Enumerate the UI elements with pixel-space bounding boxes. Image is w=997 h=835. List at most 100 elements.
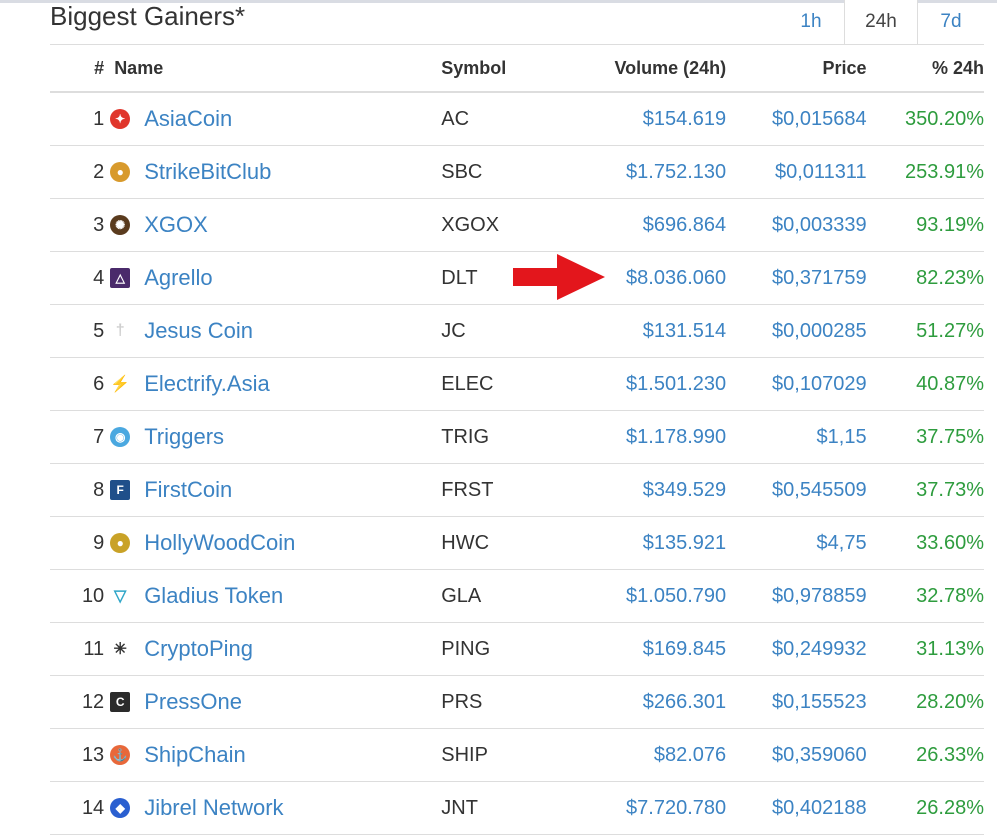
coin-name-link[interactable]: PressOne bbox=[144, 689, 243, 714]
price-cell[interactable]: $0,249932 bbox=[726, 622, 867, 676]
rank-cell: 4 bbox=[50, 251, 111, 305]
electrify-logo-icon: ⚡ bbox=[110, 376, 131, 393]
table-row[interactable]: 11 ✳ CryptoPing PING $169.845 $0,249932 31.13% bbox=[50, 622, 984, 676]
table-row[interactable]: 4 △ Agrello DLT $8.036.060 $0,371759 82.23% bbox=[50, 251, 984, 305]
volume-cell[interactable]: $1.752.130 bbox=[561, 145, 727, 199]
coin-name-link[interactable]: FirstCoin bbox=[144, 477, 233, 502]
price-cell[interactable]: $0,000285 bbox=[726, 304, 867, 358]
price-cell[interactable]: $0,015684 bbox=[726, 92, 867, 146]
symbol-cell: PRS bbox=[441, 675, 562, 729]
price-cell[interactable]: $0,545509 bbox=[726, 463, 867, 517]
rank-cell: 10 bbox=[50, 569, 111, 623]
table-row[interactable]: 8 F FirstCoin FRST $349.529 $0,545509 37.73% bbox=[50, 463, 984, 517]
coin-name-link[interactable]: Electrify.Asia bbox=[144, 371, 270, 396]
price-cell[interactable]: $0,003339 bbox=[726, 198, 867, 252]
price-cell[interactable]: $0,107029 bbox=[726, 357, 867, 411]
coin-name-link[interactable]: Jesus Coin bbox=[144, 318, 254, 343]
coin-name-link[interactable]: StrikeBitClub bbox=[144, 159, 272, 184]
volume-cell[interactable]: $135.921 bbox=[561, 516, 727, 570]
table-row[interactable]: 1 ✦ AsiaCoin AC $154.619 $0,015684 350.20% bbox=[50, 92, 984, 146]
coin-name-link[interactable]: AsiaCoin bbox=[144, 106, 233, 131]
volume-cell[interactable]: $696.864 bbox=[561, 198, 727, 252]
column-header-name-label: Name bbox=[114, 57, 164, 78]
price-cell[interactable]: $0,402188 bbox=[726, 781, 867, 835]
rank-cell: 14 bbox=[50, 781, 111, 835]
coin-name-link[interactable]: Agrello bbox=[144, 265, 213, 290]
change-cell: 37.73% bbox=[866, 463, 984, 517]
column-header-symbol[interactable]: Symbol bbox=[441, 44, 562, 93]
coin-name-wrap: ⚓ ShipChain bbox=[110, 742, 441, 768]
table-row[interactable]: 3 ✺ XGOX XGOX $696.864 $0,003339 93.19% bbox=[50, 198, 984, 252]
rank-cell: 7 bbox=[50, 410, 111, 464]
coin-name-link[interactable]: Jibrel Network bbox=[144, 795, 284, 820]
table-row[interactable]: 10 ▽ Gladius Token GLA $1.050.790 $0,978859 32… bbox=[50, 569, 984, 623]
price-cell[interactable]: $4,75 bbox=[726, 516, 867, 570]
column-header-rank[interactable]: # bbox=[50, 44, 111, 93]
coin-name-wrap: ● HollyWoodCoin bbox=[110, 530, 441, 556]
volume-cell[interactable]: $82.076 bbox=[561, 728, 727, 782]
name-cell: ✳ CryptoPing bbox=[110, 622, 442, 676]
change-cell: 32.78% bbox=[866, 569, 984, 623]
volume-cell[interactable]: $154.619 bbox=[561, 92, 727, 146]
tab-7d[interactable]: 7d bbox=[940, 11, 962, 32]
volume-cell[interactable]: $169.845 bbox=[561, 622, 727, 676]
column-header-change[interactable]: % 24h bbox=[866, 44, 984, 93]
column-header-price[interactable]: Price bbox=[726, 44, 867, 93]
change-cell: 350.20% bbox=[866, 92, 984, 146]
symbol-cell: AC bbox=[441, 92, 562, 146]
rank-cell: 11 bbox=[50, 622, 111, 676]
price-cell[interactable]: $1,15 bbox=[726, 410, 867, 464]
coin-name-link[interactable]: HollyWoodCoin bbox=[144, 530, 296, 555]
tab-1h[interactable]: 1h bbox=[800, 11, 822, 32]
table-row[interactable]: 7 ◉ Triggers TRIG $1.178.990 $1,15 37.75% bbox=[50, 410, 984, 464]
symbol-cell: DLT bbox=[441, 251, 562, 305]
table-row[interactable]: 12 C PressOne PRS $266.301 $0,155523 28.20% bbox=[50, 675, 984, 729]
coin-name-wrap: ⚡ Electrify.Asia bbox=[110, 371, 441, 397]
volume-cell[interactable]: $266.301 bbox=[561, 675, 727, 729]
tab-24h[interactable]: 24h bbox=[844, 0, 918, 44]
symbol-cell: JNT bbox=[441, 781, 562, 835]
table-row[interactable]: 14 ◆ Jibrel Network JNT $7.720.780 $0,402188 2… bbox=[50, 781, 984, 835]
price-cell[interactable]: $0,011311 bbox=[726, 145, 867, 199]
table-row[interactable]: 9 ● HollyWoodCoin HWC $135.921 $4,75 33.60% bbox=[50, 516, 984, 570]
change-cell: 33.60% bbox=[866, 516, 984, 570]
price-cell[interactable]: $0,978859 bbox=[726, 569, 867, 623]
name-cell: △ Agrello bbox=[110, 251, 442, 305]
table-row[interactable]: 6 ⚡ Electrify.Asia ELEC $1.501.230 $0,107029 4… bbox=[50, 357, 984, 411]
change-cell: 40.87% bbox=[866, 357, 984, 411]
price-cell[interactable]: $0,155523 bbox=[726, 675, 867, 729]
arrow-shape bbox=[513, 254, 605, 300]
volume-cell[interactable]: $349.529 bbox=[561, 463, 727, 517]
column-header-name[interactable]: Name bbox=[110, 44, 442, 93]
name-cell: ● StrikeBitClub bbox=[110, 145, 442, 199]
triggers-logo-icon: ◉ bbox=[110, 427, 131, 447]
change-cell: 37.75% bbox=[866, 410, 984, 464]
rank-cell: 3 bbox=[50, 198, 111, 252]
volume-cell[interactable]: $1.501.230 bbox=[561, 357, 727, 411]
coin-name-wrap: † Jesus Coin bbox=[110, 318, 441, 344]
volume-cell[interactable]: $7.720.780 bbox=[561, 781, 727, 835]
table-row[interactable]: 2 ● StrikeBitClub SBC $1.752.130 $0,011311 253… bbox=[50, 145, 984, 199]
coin-name-link[interactable]: XGOX bbox=[144, 212, 208, 237]
volume-cell[interactable]: $1.050.790 bbox=[561, 569, 727, 623]
table-header-row: # Name Symbol Volume (24h) Price % 24h bbox=[50, 44, 984, 93]
coin-name-link[interactable]: Triggers bbox=[144, 424, 225, 449]
coin-name-link[interactable]: Gladius Token bbox=[144, 583, 284, 608]
volume-cell[interactable]: $131.514 bbox=[561, 304, 727, 358]
agrello-logo-icon: △ bbox=[110, 268, 131, 288]
table-row[interactable]: 5 † Jesus Coin JC $131.514 $0,000285 51.27% bbox=[50, 304, 984, 358]
coin-name-link[interactable]: ShipChain bbox=[144, 742, 246, 767]
name-cell: C PressOne bbox=[110, 675, 442, 729]
price-cell[interactable]: $0,371759 bbox=[726, 251, 867, 305]
table-row[interactable]: 13 ⚓ ShipChain SHIP $82.076 $0,359060 26.33% bbox=[50, 728, 984, 782]
symbol-cell: JC bbox=[441, 304, 562, 358]
change-cell: 28.20% bbox=[866, 675, 984, 729]
symbol-cell: SHIP bbox=[441, 728, 562, 782]
strikebitclub-logo-icon: ● bbox=[110, 162, 131, 182]
table-body: 1 ✦ AsiaCoin AC $154.619 $0,015684 350.20% 2 ● St… bbox=[50, 92, 984, 835]
column-header-volume[interactable]: Volume (24h) bbox=[561, 44, 727, 93]
volume-cell[interactable]: $1.178.990 bbox=[561, 410, 727, 464]
coin-name-link[interactable]: CryptoPing bbox=[144, 636, 254, 661]
price-cell[interactable]: $0,359060 bbox=[726, 728, 867, 782]
rank-cell: 1 bbox=[50, 92, 111, 146]
